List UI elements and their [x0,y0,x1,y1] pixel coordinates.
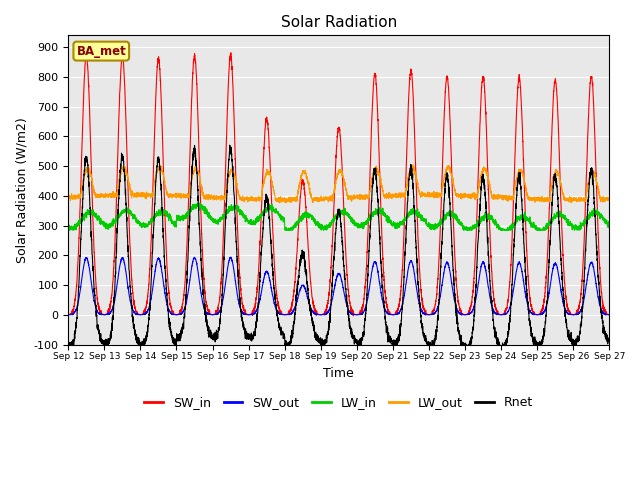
LW_in [319,225,326,230]
SW_in [349,313,357,319]
Rnet [462,348,470,353]
Line: LW_in: LW_in [68,203,609,230]
Line: SW_in: SW_in [68,53,609,316]
Rnet [605,339,612,345]
LW_in [491,218,499,224]
LW_out [430,192,438,197]
SW_out [491,310,499,316]
SW_in [162,228,170,234]
LW_in [195,200,203,205]
Title: Solar Radiation: Solar Radiation [281,15,397,30]
SW_in [319,312,326,317]
Line: Rnet: Rnet [68,145,609,350]
Text: BA_met: BA_met [76,45,126,58]
SW_in [65,312,72,318]
LW_in [65,227,72,233]
SW_out [162,294,170,300]
LW_out [605,197,612,203]
Rnet [605,341,613,347]
Rnet [162,272,170,278]
LW_out [605,197,613,203]
LW_out [65,193,72,199]
SW_in [430,305,438,311]
LW_in [65,224,72,229]
LW_out [319,197,326,203]
Rnet [460,342,468,348]
Line: SW_out: SW_out [68,257,609,315]
LW_out [275,200,283,206]
SW_out [605,312,613,318]
Rnet [491,324,499,330]
Rnet [226,142,234,148]
SW_out [460,312,468,318]
LW_out [409,162,417,168]
LW_out [162,183,170,189]
Y-axis label: Solar Radiation (W/m2): Solar Radiation (W/m2) [15,117,28,263]
SW_out [430,312,438,317]
SW_out [319,312,326,318]
Legend: SW_in, SW_out, LW_in, LW_out, Rnet: SW_in, SW_out, LW_in, LW_out, Rnet [140,391,538,414]
Rnet [319,340,326,346]
Rnet [430,339,438,345]
LW_in [460,224,468,230]
LW_out [460,191,468,196]
Rnet [65,343,72,348]
LW_out [491,195,499,201]
LW_in [430,225,438,231]
SW_out [605,312,612,318]
X-axis label: Time: Time [323,367,354,380]
SW_in [491,301,499,307]
SW_out [65,312,72,318]
Line: LW_out: LW_out [68,165,609,203]
SW_out [227,254,234,260]
SW_in [460,312,468,317]
SW_in [605,312,612,318]
LW_in [162,209,170,215]
SW_in [227,50,235,56]
LW_in [605,225,612,230]
SW_in [605,312,613,318]
LW_in [605,225,613,231]
